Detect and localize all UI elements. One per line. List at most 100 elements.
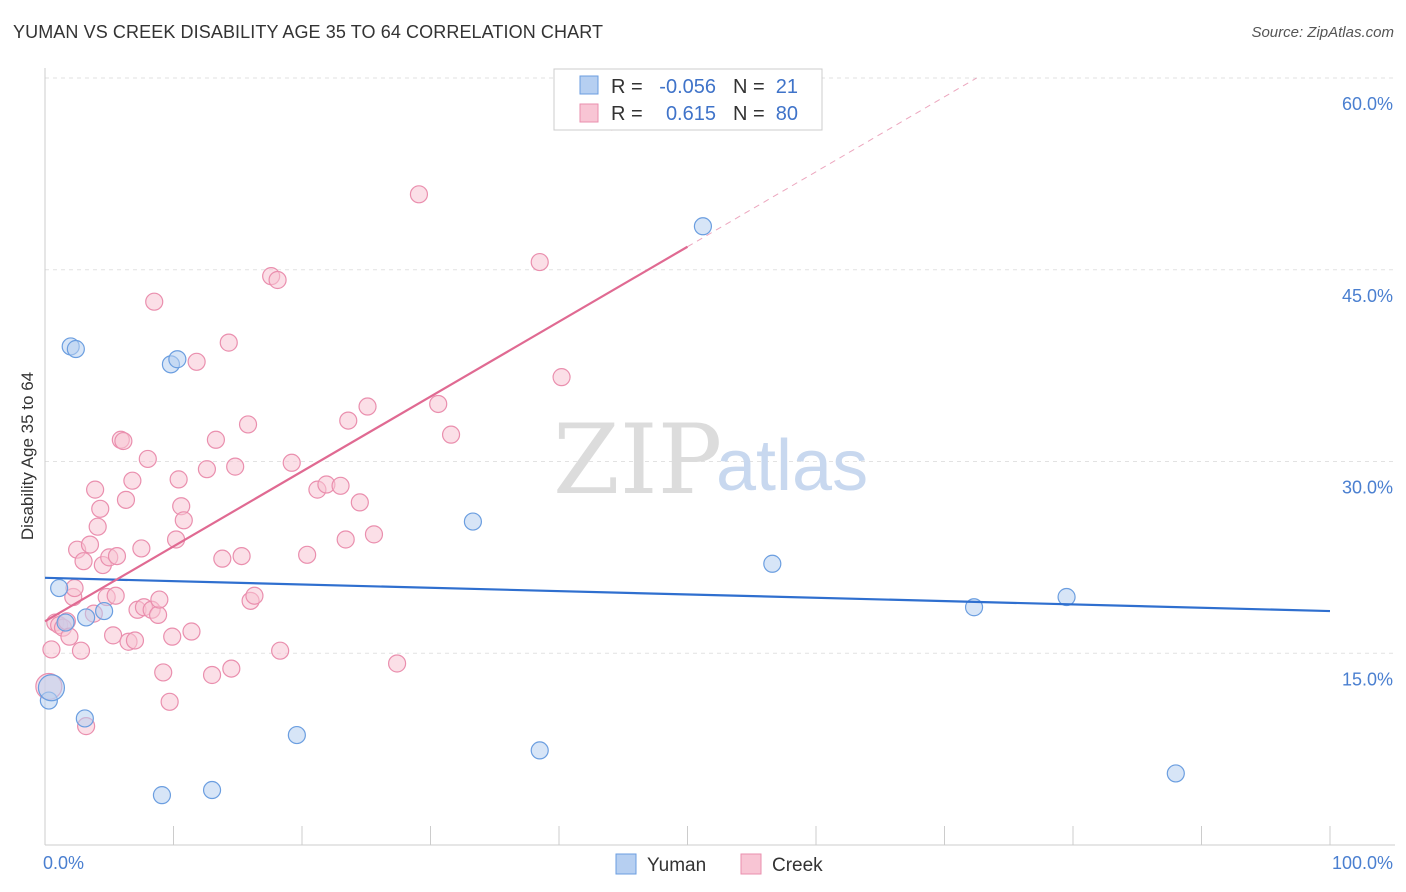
creek-point bbox=[441, 425, 461, 444]
yuman-point bbox=[763, 554, 782, 573]
creek-point bbox=[271, 641, 290, 660]
creek-point bbox=[222, 659, 241, 678]
creek-point bbox=[219, 333, 238, 352]
creek-point bbox=[182, 622, 201, 641]
creek-legend-swatch bbox=[579, 103, 599, 123]
creek-point bbox=[429, 394, 448, 414]
yuman-point bbox=[168, 350, 187, 369]
creek-point bbox=[358, 397, 377, 416]
creek-point bbox=[138, 449, 157, 469]
creek-point bbox=[552, 368, 571, 387]
creek-series-label: Creek bbox=[772, 855, 823, 876]
yuman-point bbox=[95, 601, 114, 621]
creek-point bbox=[336, 530, 355, 549]
yuman-series-label: Yuman bbox=[647, 855, 706, 876]
stats-legend: R = -0.056 N = 21 R = 0.615 N = 80 bbox=[553, 68, 823, 131]
stats-legend-box bbox=[553, 68, 823, 131]
y-tick-label: 30.0% bbox=[1342, 478, 1393, 498]
creek-point bbox=[226, 457, 245, 476]
creek-point bbox=[114, 431, 133, 451]
yuman-point bbox=[152, 786, 172, 805]
yuman-point bbox=[66, 339, 85, 359]
yuman-legend-swatch bbox=[579, 75, 599, 95]
creek-point bbox=[116, 490, 136, 509]
creek-point bbox=[282, 453, 301, 472]
creek-point bbox=[148, 605, 168, 625]
yuman-r-value: -0.056 bbox=[659, 76, 716, 98]
creek-r-value: 0.615 bbox=[666, 103, 716, 125]
yuman-point bbox=[1057, 587, 1076, 607]
chart-title: YUMAN VS CREEK DISABILITY AGE 35 TO 64 C… bbox=[13, 22, 604, 42]
creek-point bbox=[387, 654, 407, 673]
creek-point bbox=[163, 627, 182, 646]
creek-point bbox=[74, 552, 93, 571]
yuman-point bbox=[530, 741, 549, 760]
creek-point bbox=[232, 546, 251, 566]
creek-points bbox=[35, 112, 621, 736]
creek-point bbox=[65, 578, 84, 598]
creek-point bbox=[364, 525, 384, 544]
creek-point bbox=[202, 665, 222, 685]
creek-point bbox=[169, 470, 188, 489]
creek-point bbox=[42, 640, 61, 659]
creek-point bbox=[213, 549, 232, 568]
creek-r-label: R = bbox=[611, 103, 643, 125]
creek-point bbox=[145, 292, 164, 311]
creek-point bbox=[530, 252, 549, 272]
creek-point bbox=[80, 535, 100, 554]
creek-point bbox=[154, 663, 173, 682]
y-tick-label: 15.0% bbox=[1342, 669, 1393, 689]
creek-n-value: 80 bbox=[776, 103, 798, 125]
yuman-point bbox=[202, 780, 222, 800]
yuman-point bbox=[463, 512, 483, 531]
creek-point bbox=[86, 480, 105, 499]
creek-point bbox=[298, 545, 317, 564]
yuman-series-swatch bbox=[615, 853, 637, 875]
x-tick-label-min: 0.0% bbox=[43, 853, 84, 873]
creek-point bbox=[107, 546, 127, 566]
creek-point bbox=[245, 586, 264, 605]
creek-point bbox=[197, 460, 217, 479]
series-legend: Yuman Creek bbox=[615, 853, 823, 876]
x-tick-label-max: 100.0% bbox=[1332, 853, 1393, 873]
yuman-point bbox=[693, 217, 713, 236]
yuman-point bbox=[37, 674, 66, 702]
y-tick-labels: 15.0% 30.0% 45.0% 60.0% bbox=[1342, 94, 1393, 689]
creek-point bbox=[409, 185, 429, 204]
creek-point bbox=[91, 499, 110, 518]
creek-trend-extension bbox=[687, 77, 977, 248]
y-axis-label: Disability Age 35 to 64 bbox=[18, 372, 37, 540]
yuman-point bbox=[77, 608, 96, 627]
yuman-point bbox=[56, 613, 75, 632]
x-tick-marks bbox=[173, 826, 1331, 845]
y-tick-label: 60.0% bbox=[1342, 94, 1393, 114]
creek-point bbox=[238, 415, 258, 434]
creek-point bbox=[88, 517, 107, 536]
creek-point bbox=[125, 631, 145, 650]
creek-point bbox=[268, 270, 287, 290]
y-tick-label: 45.0% bbox=[1342, 286, 1393, 306]
creek-point bbox=[123, 471, 142, 490]
yuman-point bbox=[75, 709, 94, 728]
creek-point bbox=[331, 476, 350, 495]
source-label: Source: ZipAtlas.com bbox=[1251, 24, 1394, 41]
yuman-point bbox=[50, 578, 69, 598]
creek-point bbox=[350, 493, 369, 512]
yuman-n-value: 21 bbox=[776, 76, 798, 98]
yuman-trend-line bbox=[44, 576, 1331, 613]
watermark-zip: ZIP bbox=[553, 404, 722, 516]
yuman-point bbox=[1166, 764, 1185, 783]
creek-point bbox=[174, 511, 193, 530]
creek-point bbox=[339, 411, 358, 430]
creek-point bbox=[206, 430, 226, 449]
creek-trend-line bbox=[44, 245, 689, 623]
trend-lines bbox=[44, 77, 1331, 623]
creek-n-label: N = bbox=[733, 103, 765, 125]
creek-point bbox=[187, 352, 206, 371]
yuman-point bbox=[287, 725, 306, 745]
creek-point bbox=[106, 586, 125, 605]
creek-series-swatch bbox=[740, 853, 762, 875]
yuman-r-label: R = bbox=[611, 76, 643, 98]
creek-point bbox=[71, 641, 91, 660]
